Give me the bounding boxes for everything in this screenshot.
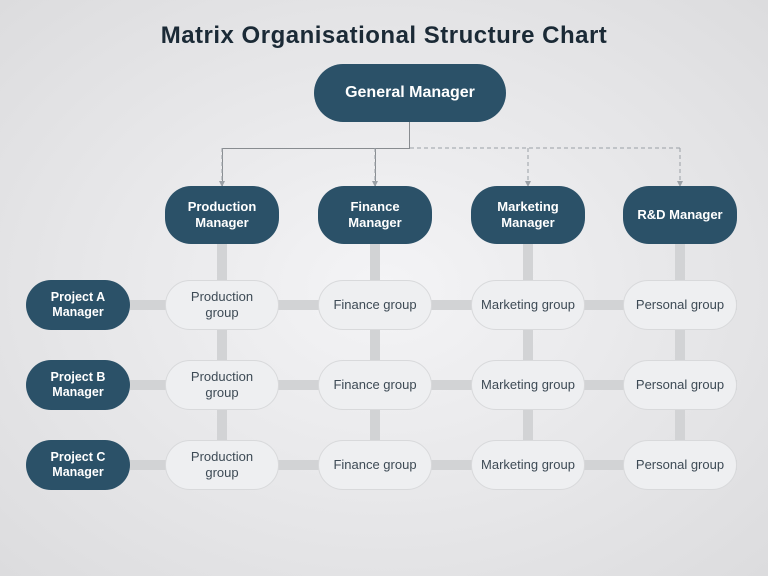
matrix-cell-node: Marketing group (471, 440, 585, 490)
matrix-cell-node: Finance group (318, 280, 432, 330)
general-manager-node: General Manager (314, 64, 506, 122)
matrix-cell-node: Production group (165, 440, 279, 490)
matrix-cell-node: Production group (165, 280, 279, 330)
matrix-cell-node: Marketing group (471, 280, 585, 330)
project-manager-node: Project A Manager (26, 280, 130, 330)
functional-manager-node: Finance Manager (318, 186, 432, 244)
hierarchy-line (375, 148, 376, 186)
project-manager-node: Project B Manager (26, 360, 130, 410)
functional-manager-node: Marketing Manager (471, 186, 585, 244)
matrix-cell-node: Personal group (623, 360, 737, 410)
matrix-cell-node: Finance group (318, 360, 432, 410)
hierarchy-line (222, 148, 410, 149)
matrix-cell-node: Finance group (318, 440, 432, 490)
matrix-cell-node: Marketing group (471, 360, 585, 410)
matrix-cell-node: Personal group (623, 440, 737, 490)
hierarchy-line (222, 148, 223, 186)
functional-manager-node: Production Manager (165, 186, 279, 244)
functional-manager-node: R&D Manager (623, 186, 737, 244)
matrix-cell-node: Personal group (623, 280, 737, 330)
project-manager-node: Project C Manager (26, 440, 130, 490)
matrix-cell-node: Production group (165, 360, 279, 410)
hierarchy-line (409, 122, 410, 148)
chart-title: Matrix Organisational Structure Chart (0, 22, 768, 50)
